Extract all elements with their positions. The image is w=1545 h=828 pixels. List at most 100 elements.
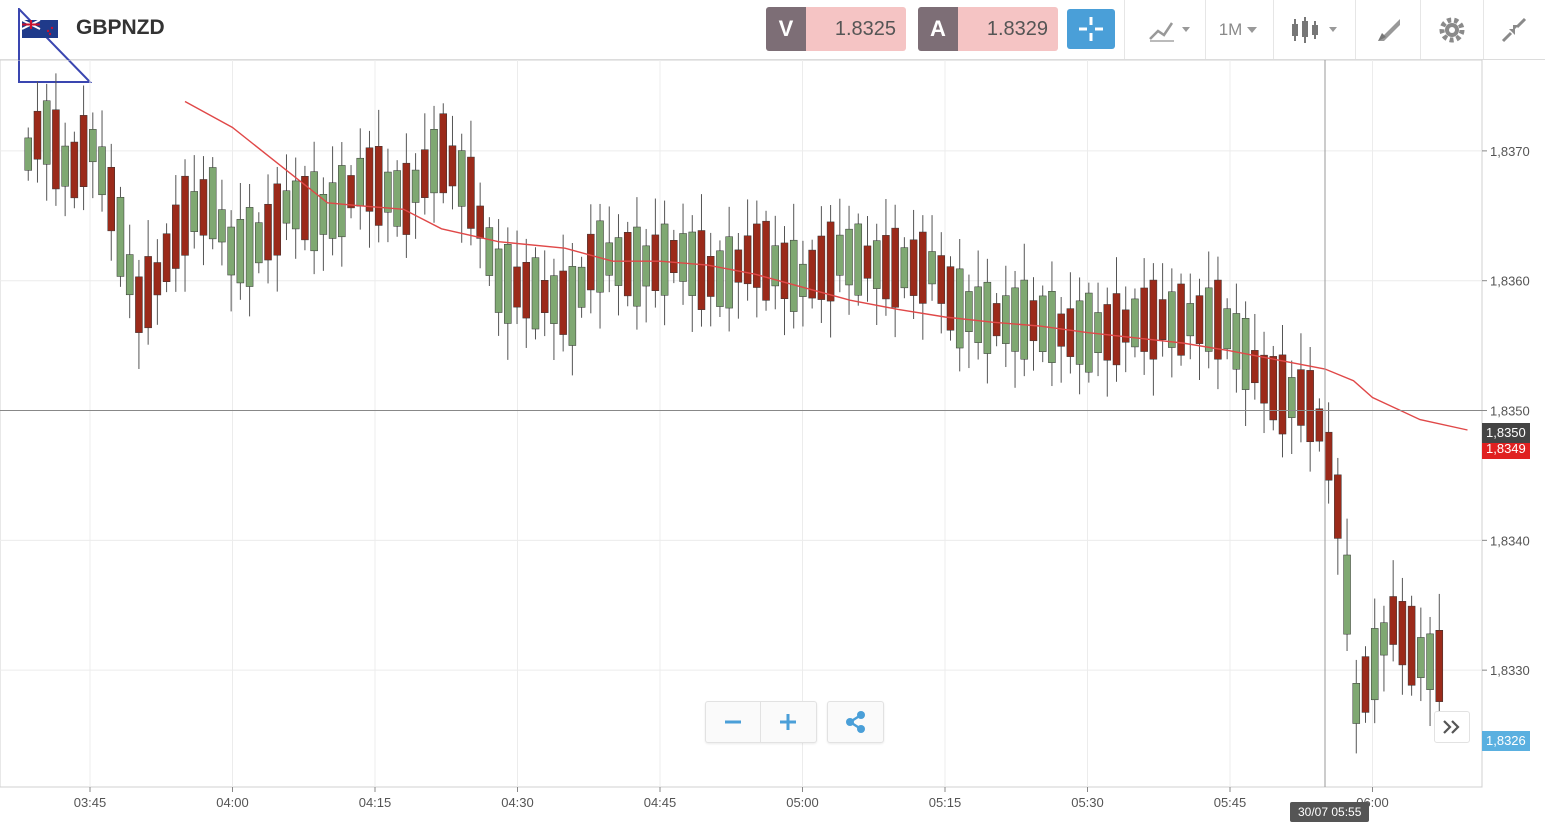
candle-body [771, 245, 780, 287]
candle-body [1177, 283, 1185, 356]
collapse-button[interactable] [1488, 0, 1540, 59]
candle-up [89, 112, 97, 199]
plot-area [0, 60, 1483, 788]
zoom-in-button[interactable] [761, 702, 815, 742]
candle-down [992, 293, 1001, 347]
crosshair-button[interactable] [1067, 9, 1115, 49]
candle-body [642, 245, 650, 287]
sell-price-button[interactable]: V 1.8325 [766, 7, 906, 51]
candle-body [1186, 303, 1195, 337]
crosshair-icon [1079, 17, 1103, 41]
chart-type-dropdown[interactable] [1130, 0, 1200, 59]
candle-body [255, 222, 263, 264]
candle-down [273, 166, 282, 292]
candle-body [393, 170, 401, 227]
candle-down [1334, 457, 1342, 575]
candle-down [1121, 286, 1130, 373]
scroll-to-latest-button[interactable] [1434, 711, 1470, 743]
bid-price-tag: 1,8326 [1482, 731, 1530, 751]
candle-down [1149, 263, 1158, 396]
toolbar: GBPNZD V 1.8325 A 1.8329 1M [0, 0, 1545, 83]
candle-up [282, 154, 291, 241]
candle-down [1057, 297, 1065, 383]
candle-up [799, 240, 807, 327]
candle-body [282, 190, 291, 224]
candle-up [1287, 360, 1296, 455]
candle-body [780, 242, 789, 300]
candle-body [218, 209, 226, 243]
candle-body [374, 146, 383, 226]
candle-body [587, 233, 595, 291]
candle-down [946, 256, 955, 341]
candle-body [1324, 431, 1333, 481]
candle-up [1186, 273, 1195, 360]
candle-down [734, 232, 743, 319]
candle-body [872, 240, 881, 289]
candle-body [402, 162, 411, 235]
candle-body [1287, 377, 1296, 418]
candle-body [411, 169, 420, 203]
zoom-out-button[interactable] [706, 702, 761, 742]
candle-body [1380, 622, 1388, 656]
candle-up [328, 146, 337, 256]
drawing-tool-button[interactable] [1360, 0, 1418, 59]
candle-down [1195, 278, 1204, 381]
candle-body [227, 226, 235, 276]
candle-body [1002, 295, 1010, 344]
candle-body [1094, 312, 1102, 353]
x-tick-label: 05:00 [786, 795, 819, 810]
candle-body [1066, 308, 1075, 357]
candle-body [928, 251, 936, 285]
candle-body [430, 129, 438, 194]
candle-down [743, 199, 752, 301]
candle-body [1214, 279, 1222, 360]
candle-up [457, 133, 466, 243]
candle-down [706, 232, 715, 327]
candle-down [448, 115, 457, 210]
candle-up [965, 274, 973, 369]
candle-down [476, 182, 484, 269]
price-chart[interactable]: 1,8370 1,8360 1,8350 1,8340 1,8330 03:45 04:00… [0, 60, 1545, 828]
candle-body [70, 141, 79, 199]
candle-body [531, 257, 540, 330]
candle-up [688, 215, 697, 332]
candle-body [125, 254, 134, 296]
settings-button[interactable] [1424, 0, 1480, 59]
candle-down [1389, 560, 1397, 662]
crosshair-time-tag: 30/07 05:55 [1290, 802, 1370, 822]
candle-down [347, 165, 355, 219]
x-tick-label: 03:45 [74, 795, 107, 810]
candle-down [559, 234, 567, 352]
candle-down [70, 131, 79, 209]
candle-body [439, 113, 448, 194]
share-button[interactable] [827, 701, 884, 743]
chevron-down-icon [1247, 26, 1258, 33]
y-tick-label: 1,8360 [1490, 274, 1530, 289]
candle-body [1269, 356, 1278, 421]
candle-up [356, 128, 365, 230]
candle-up [208, 157, 217, 250]
candle-down [439, 103, 448, 204]
timeframe-dropdown[interactable]: 1M [1208, 0, 1270, 59]
candle-body [946, 266, 955, 331]
buy-price-button[interactable]: A 1.8329 [918, 7, 1058, 51]
candle-up [679, 203, 687, 305]
candle-body [550, 275, 558, 324]
double-chevron-right-icon [1443, 720, 1460, 734]
candle-up [1048, 261, 1056, 387]
candle-down [780, 226, 789, 336]
candle-body [1112, 293, 1121, 366]
candle-body [153, 262, 162, 296]
candle-up [255, 212, 263, 274]
candle-down [135, 259, 143, 369]
candle-body [1075, 300, 1084, 365]
candle-body [457, 150, 466, 207]
candle-body [236, 219, 245, 284]
candle-body [522, 262, 531, 319]
candle-up [1002, 265, 1010, 368]
candle-down [1112, 257, 1121, 382]
candlestick-dropdown[interactable] [1280, 0, 1350, 59]
candle-down [670, 229, 678, 284]
candle-body [1149, 279, 1158, 360]
candle-up [319, 177, 328, 271]
